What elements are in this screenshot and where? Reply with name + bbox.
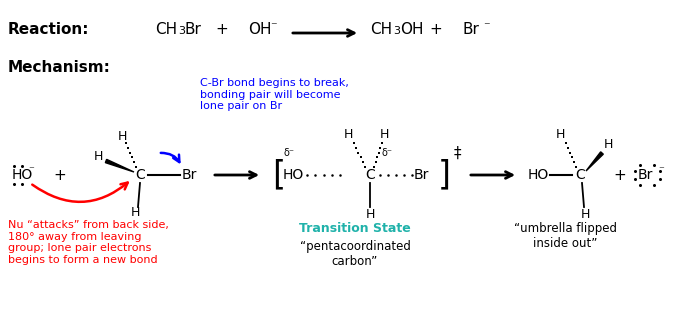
Text: C-Br bond begins to break,
bonding pair will become
lone pair on Br: C-Br bond begins to break, bonding pair … [200, 78, 349, 111]
Text: δ⁻: δ⁻ [382, 148, 393, 158]
Text: ⁻: ⁻ [270, 20, 276, 33]
Text: H: H [118, 131, 127, 144]
Text: Br: Br [414, 168, 429, 182]
Text: +: + [54, 168, 66, 182]
Text: 3: 3 [178, 26, 185, 36]
Text: Br: Br [638, 168, 653, 182]
Text: OH: OH [248, 22, 272, 37]
Text: +: + [614, 168, 626, 182]
Text: C: C [365, 168, 375, 182]
Text: Reaction:: Reaction: [8, 22, 90, 37]
Text: HO: HO [528, 168, 550, 182]
Text: Mechanism:: Mechanism: [8, 60, 111, 75]
Text: Transition State: Transition State [299, 222, 411, 235]
Polygon shape [106, 159, 134, 172]
Text: Br: Br [182, 168, 197, 182]
Text: H: H [580, 209, 589, 221]
Text: ⁻: ⁻ [483, 20, 489, 33]
Text: H: H [343, 129, 353, 141]
Text: “umbrella flipped
inside out”: “umbrella flipped inside out” [514, 222, 617, 250]
Text: H: H [93, 151, 103, 163]
Text: H: H [379, 129, 389, 141]
Text: Br: Br [185, 22, 202, 37]
Text: H: H [555, 129, 565, 141]
Text: OH: OH [400, 22, 424, 37]
Text: HO: HO [283, 168, 304, 182]
Text: 3: 3 [393, 26, 400, 36]
Text: C: C [135, 168, 145, 182]
Text: Nu “attacks” from back side,
180° away from leaving
group; lone pair electrons
b: Nu “attacks” from back side, 180° away f… [8, 220, 169, 265]
Text: H: H [130, 207, 140, 219]
Text: Br: Br [462, 22, 479, 37]
Text: CH: CH [370, 22, 392, 37]
Text: δ⁻: δ⁻ [283, 148, 294, 158]
Text: ]: ] [438, 158, 451, 192]
Text: ⁻: ⁻ [658, 165, 664, 175]
Text: ‡: ‡ [454, 146, 461, 160]
Text: “pentacoordinated
carbon”: “pentacoordinated carbon” [300, 240, 410, 268]
Polygon shape [586, 152, 603, 171]
Text: +: + [216, 22, 228, 37]
Text: H: H [603, 138, 612, 152]
Text: [: [ [272, 158, 285, 192]
Text: H: H [365, 209, 375, 221]
Text: +: + [430, 22, 442, 37]
Text: ⁻: ⁻ [28, 165, 34, 175]
Text: C: C [575, 168, 585, 182]
Text: HO: HO [12, 168, 34, 182]
Text: CH: CH [155, 22, 177, 37]
